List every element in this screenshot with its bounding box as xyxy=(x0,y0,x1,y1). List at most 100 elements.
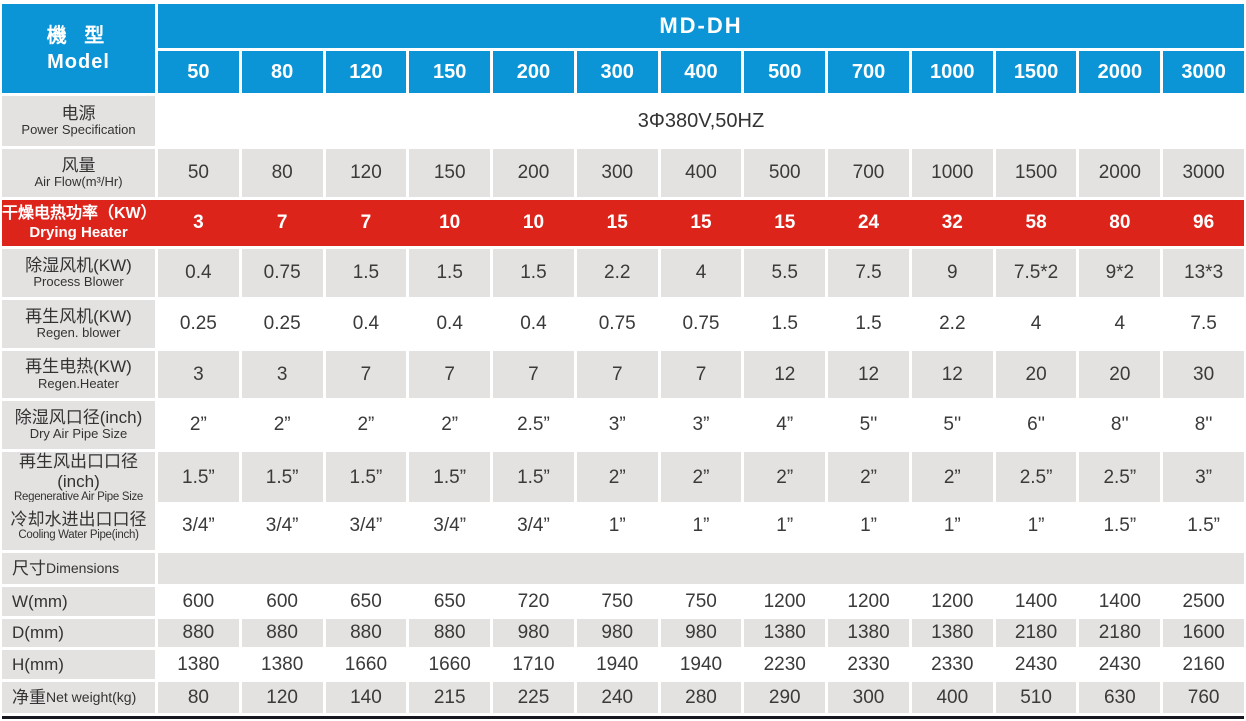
table-row: 再生风出口口径(inch) Regenerative Air Pipe Size 1… xyxy=(2,452,1244,505)
table-cell: 1.5 xyxy=(744,300,826,348)
table-cell: 4 xyxy=(995,300,1077,348)
table-cell: 13*3 xyxy=(1163,249,1244,297)
table-cell: 120 xyxy=(325,149,407,197)
table-cell: 650 xyxy=(409,587,491,616)
model-column-header: 500 xyxy=(744,51,826,93)
table-cell: 3/4” xyxy=(241,502,323,550)
table-cell: 3 xyxy=(193,212,204,233)
table-cell: 3/4” xyxy=(409,502,491,550)
row-label-zh: W(mm) xyxy=(12,591,68,611)
table-cell: 1600 xyxy=(1163,619,1244,647)
table-cell: 0.4 xyxy=(409,300,491,348)
table-cell: 2180 xyxy=(1079,619,1161,647)
table-cell: 2” xyxy=(660,452,742,505)
row-label: 尺寸 Dimensions xyxy=(2,553,155,584)
table-cell: 24 xyxy=(857,212,880,233)
table-cell: 1200 xyxy=(744,587,826,616)
table-cell: 20 xyxy=(995,351,1077,398)
table-cell: 0.75 xyxy=(576,300,658,348)
row-label-en: Dimensions xyxy=(46,560,120,577)
table-cell: 8'' xyxy=(1163,401,1244,449)
table-cell: 1.5” xyxy=(409,452,491,505)
table-cell: 1.5” xyxy=(241,452,323,505)
table-cell: 7 xyxy=(493,351,574,398)
section-band xyxy=(158,553,1244,584)
table-cell: 2” xyxy=(911,452,993,505)
table-cell: 290 xyxy=(744,682,826,713)
table-cell: 2330 xyxy=(828,650,909,679)
row-label-zh: 冷却水进出口口径 xyxy=(10,509,147,529)
table-cell: 2” xyxy=(576,452,658,505)
row-label: 再生电热(KW) Regen.Heater xyxy=(2,351,155,398)
table-cell: 2.5” xyxy=(493,401,574,449)
table-cell: 10 xyxy=(522,212,545,233)
table-cell: 1.5” xyxy=(325,452,407,505)
table-row: 除湿风机(KW) Process Blower 0.4 0.75 1.5 1.5 1.5 2.… xyxy=(2,249,1244,297)
table-cell: 15 xyxy=(690,212,712,233)
table-cell: 630 xyxy=(1079,682,1161,713)
row-label-en: Dry Air Pipe Size xyxy=(29,426,128,442)
table-row: 净重 Net weight(kg) 80 120 140 215 225 240 280 290 3… xyxy=(2,682,1244,713)
table-row: 冷却水进出口口径 Cooling Water Pipe(inch) 3/4” 3/4”… xyxy=(2,502,1244,550)
table-cell: 1200 xyxy=(828,587,909,616)
table-cell: 2330 xyxy=(911,650,993,679)
table-cell: 650 xyxy=(325,587,407,616)
table-cell: 96 xyxy=(1193,212,1215,233)
table-cell: 7 xyxy=(576,351,658,398)
table-cell: 32 xyxy=(941,212,963,233)
row-label: 再生风机(KW) Regen. blower xyxy=(2,300,155,348)
model-column-header: 50 xyxy=(158,51,239,93)
table-cell: 1.5” xyxy=(1079,502,1161,550)
table-cell: 0.75 xyxy=(660,300,742,348)
table-cell: 880 xyxy=(158,619,239,647)
table-cell: 2.2 xyxy=(911,300,993,348)
row-label: W(mm) xyxy=(2,587,155,616)
model-column-header: 120 xyxy=(325,51,407,93)
table-cell: 2.5” xyxy=(995,452,1077,505)
table-cell: 600 xyxy=(241,587,323,616)
table-cell: 10 xyxy=(439,212,461,233)
table-cell: 2.2 xyxy=(576,249,658,297)
table-cell: 120 xyxy=(241,682,323,713)
table-cell: 7.5*2 xyxy=(995,249,1077,297)
table-cell: 750 xyxy=(660,587,742,616)
row-label-en: Regenerative Air Pipe Size xyxy=(14,491,143,504)
table-cell: 720 xyxy=(493,587,574,616)
table-cell: 1000 xyxy=(911,149,993,197)
model-label-zh: 機 型 xyxy=(46,24,111,47)
table-cell: 7 xyxy=(360,212,372,233)
model-column-header: 300 xyxy=(576,51,658,93)
table-cell: 2” xyxy=(158,401,239,449)
table-cell: 2” xyxy=(241,401,323,449)
table-cell: 0.25 xyxy=(158,300,239,348)
model-column-header: 700 xyxy=(828,51,909,93)
table-cell: 2160 xyxy=(1163,650,1244,679)
table-cell: 7 xyxy=(660,351,742,398)
row-label-en: Cooling Water Pipe(inch) xyxy=(18,529,139,542)
row-label-zh: H(mm) xyxy=(12,654,64,674)
model-column-header: 80 xyxy=(241,51,323,93)
table-cell: 15 xyxy=(774,212,796,233)
row-label-zh: 再生电热(KW) xyxy=(25,357,132,377)
table-cell: 58 xyxy=(1025,212,1047,233)
row-label-zh: 除湿风机(KW) xyxy=(25,255,132,275)
table-cell: 6'' xyxy=(995,401,1077,449)
span-value-cell: 3Φ380V,50HZ xyxy=(158,96,1244,146)
table-cell: 1710 xyxy=(493,650,574,679)
row-label: 除湿风机(KW) Process Blower xyxy=(2,249,155,297)
row-label: 再生风出口口径(inch) Regenerative Air Pipe Size xyxy=(2,452,155,505)
table-cell: 1940 xyxy=(660,650,742,679)
table-cell: 1.5 xyxy=(493,249,574,297)
table-cell: 2” xyxy=(409,401,491,449)
table-cell: 1380 xyxy=(158,650,239,679)
table-cell: 1500 xyxy=(995,149,1077,197)
row-label-en: Process Blower xyxy=(33,274,124,290)
table-cell: 3 xyxy=(158,351,239,398)
table-cell: 400 xyxy=(660,149,742,197)
model-column-header: 1500 xyxy=(995,51,1077,93)
table-cell: 510 xyxy=(995,682,1077,713)
table-cell: 600 xyxy=(158,587,239,616)
table-cell: 15 xyxy=(606,212,628,233)
row-label: 除湿风口径(inch) Dry Air Pipe Size xyxy=(2,401,155,449)
table-cell: 8'' xyxy=(1079,401,1161,449)
